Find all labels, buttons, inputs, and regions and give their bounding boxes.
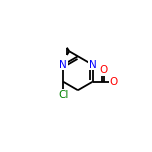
Text: N: N (89, 60, 97, 70)
Text: Cl: Cl (58, 90, 68, 100)
Text: O: O (110, 77, 118, 87)
Text: N: N (59, 60, 67, 70)
Text: O: O (99, 65, 107, 75)
